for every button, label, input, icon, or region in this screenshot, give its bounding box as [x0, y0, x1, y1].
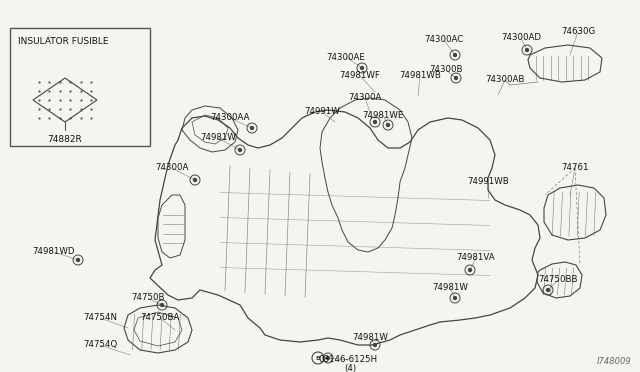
Text: 74300B: 74300B — [429, 65, 463, 74]
Text: 74300AA: 74300AA — [211, 113, 250, 122]
Circle shape — [374, 343, 376, 346]
Circle shape — [454, 54, 456, 57]
Circle shape — [77, 259, 79, 262]
Text: 74754N: 74754N — [83, 314, 117, 323]
Bar — [10, 28, 150, 146]
Text: 74981WE: 74981WE — [362, 110, 404, 119]
Circle shape — [387, 124, 390, 126]
Circle shape — [250, 126, 253, 129]
Circle shape — [525, 48, 529, 51]
Text: INSULATOR FUSIBLE: INSULATOR FUSIBLE — [18, 38, 109, 46]
Text: (4): (4) — [344, 363, 356, 372]
Text: 74750BB: 74750BB — [538, 276, 578, 285]
Text: 74981WB: 74981WB — [399, 71, 441, 80]
Text: 74981W: 74981W — [200, 134, 236, 142]
Text: B: B — [316, 356, 321, 360]
Text: 74300AB: 74300AB — [485, 76, 525, 84]
Text: 74882R: 74882R — [47, 135, 83, 144]
Circle shape — [374, 121, 376, 124]
Text: 74761: 74761 — [561, 164, 589, 173]
Circle shape — [454, 296, 456, 299]
Text: 74981W: 74981W — [432, 283, 468, 292]
Text: 74300A: 74300A — [348, 93, 381, 103]
Text: 74991WB: 74991WB — [467, 177, 509, 186]
Text: 74981W: 74981W — [352, 334, 388, 343]
Circle shape — [468, 269, 472, 272]
Text: I748009: I748009 — [597, 357, 632, 366]
Text: 74300A: 74300A — [156, 164, 189, 173]
Text: 74981WF: 74981WF — [340, 71, 380, 80]
Text: 74300AC: 74300AC — [424, 35, 463, 45]
Circle shape — [326, 356, 330, 359]
Text: 74300AE: 74300AE — [326, 52, 365, 61]
Text: 74630G: 74630G — [561, 28, 595, 36]
Circle shape — [360, 67, 364, 70]
Text: 74300AD: 74300AD — [501, 33, 541, 42]
Circle shape — [193, 179, 196, 182]
Circle shape — [547, 289, 550, 292]
Text: 08146-6125H: 08146-6125H — [319, 356, 378, 365]
Text: 74750B: 74750B — [131, 294, 164, 302]
Circle shape — [454, 77, 458, 80]
Text: 74754Q: 74754Q — [83, 340, 117, 350]
Text: 74981WD: 74981WD — [33, 247, 76, 257]
Circle shape — [239, 148, 241, 151]
Circle shape — [161, 304, 163, 307]
Text: 74981VA: 74981VA — [457, 253, 495, 263]
Text: 74991W: 74991W — [304, 108, 340, 116]
Text: 74750BA: 74750BA — [140, 314, 180, 323]
